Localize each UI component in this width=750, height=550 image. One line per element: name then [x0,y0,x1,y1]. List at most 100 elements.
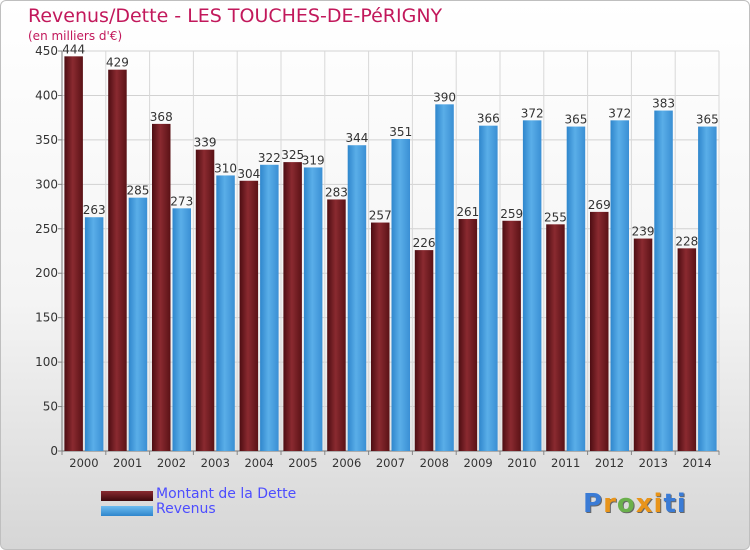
logo-letter: r [603,489,617,519]
logo-letter: o [616,489,636,519]
data-label-revenus: 273 [170,194,193,208]
bar-dette [414,250,434,451]
y-tick-label: 0 [50,444,58,458]
bar-revenus [216,175,235,451]
bar-dette [283,162,302,451]
bar-revenus [522,120,542,451]
x-tick-label: 2005 [288,456,317,470]
x-tick-label: 2007 [376,456,405,470]
y-tick-label: 350 [35,133,58,147]
data-label-dette: 259 [500,207,523,221]
data-label-revenus: 263 [83,203,106,217]
bar-dette [152,123,171,451]
bar-revenus [391,139,410,451]
bar-dette [195,149,215,451]
data-label-revenus: 344 [345,131,368,145]
x-tick-label: 2004 [244,456,273,470]
bars [64,56,717,452]
x-tick-label: 2000 [69,456,98,470]
chart-subtitle: (en milliers d'€) [28,29,123,43]
x-tick-label: 2013 [639,456,668,470]
chart-title: Revenus/Dette - LES TOUCHES-DE-PéRIGNY [28,5,443,27]
y-tick-label: 200 [35,266,58,280]
bar-revenus [698,126,717,452]
data-label-dette: 269 [588,198,611,212]
proxiti-logo: Proxiti [583,489,687,519]
bar-dette [590,211,609,451]
bar-revenus [84,217,104,451]
bar-dette [502,220,521,451]
bar-revenus [172,208,191,451]
y-tick-label: 300 [35,177,58,191]
logo-letter: x [635,489,654,519]
bar-revenus [654,110,673,452]
logo-letter: i [653,489,664,519]
data-label-revenus: 319 [302,153,325,167]
data-label-revenus: 366 [477,112,500,126]
x-tick-label: 2014 [682,456,711,470]
data-label-revenus: 285 [126,184,149,198]
x-tick-label: 2006 [332,456,361,470]
data-label-dette: 261 [456,205,479,219]
axes: 0 50 100 150 200 250 300 350 400 450 2000 2001 2002 2… [35,44,720,470]
data-label-revenus: 372 [608,106,631,120]
data-label-dette: 283 [325,185,348,199]
bar-dette [108,69,127,452]
data-label-revenus: 383 [652,97,675,111]
legend-label-revenus: Revenus [156,501,216,517]
data-label-dette: 429 [106,56,129,70]
bar-revenus [566,126,586,452]
data-label-revenus: 310 [214,161,237,175]
data-label-dette: 339 [194,136,217,150]
x-tick-label: 2008 [420,456,449,470]
y-tick-label: 100 [35,355,58,369]
y-tick-label: 150 [35,311,58,325]
bar-revenus [260,164,279,451]
legend-label-dette: Montant de la Dette [156,486,297,502]
bar-dette [64,56,83,451]
data-label-revenus: 390 [433,90,456,104]
x-tick-label: 2011 [551,456,580,470]
bar-dette [371,222,390,451]
x-tick-label: 2010 [507,456,536,470]
data-label-dette: 368 [150,110,173,124]
bar-dette [239,180,259,451]
x-tick-label: 2002 [157,456,186,470]
y-tick-label: 250 [35,222,58,236]
bar-dette [327,199,346,451]
logo-letter: P [583,489,604,519]
data-label-revenus: 372 [521,106,544,120]
data-label-dette: 226 [413,236,436,250]
data-label-dette: 255 [544,210,567,224]
data-labels: 444 429 368 339 304 325 283 257 226 261 259 255 269 2… [62,42,719,250]
data-label-dette: 228 [675,234,698,248]
legend-swatch-dette [101,491,153,501]
x-tick-label: 2009 [463,456,492,470]
data-label-dette: 239 [632,225,655,239]
data-label-dette: 325 [281,148,304,162]
data-label-revenus: 322 [258,151,281,165]
logo-letter: i [676,489,687,519]
bar-revenus [303,167,323,451]
bar-dette [458,219,478,451]
bar-dette [633,238,653,451]
x-tick-label: 2001 [113,456,142,470]
y-tick-label: 400 [35,88,58,102]
bar-dette [677,248,697,451]
y-tick-label: 50 [43,400,58,414]
data-label-revenus: 365 [696,113,719,127]
data-label-revenus: 365 [564,113,587,127]
data-label-dette: 257 [369,209,392,223]
x-tick-label: 2003 [201,456,230,470]
y-tick-label: 450 [35,44,58,58]
bar-revenus [610,120,629,451]
legend-swatch-revenus [101,506,153,516]
data-label-dette: 444 [62,42,85,56]
bar-revenus [128,197,148,451]
bar-dette [546,224,565,451]
logo-letter: t [663,489,677,519]
bar-revenus [435,104,454,451]
bar-revenus [479,125,498,452]
x-tick-label: 2012 [595,456,624,470]
